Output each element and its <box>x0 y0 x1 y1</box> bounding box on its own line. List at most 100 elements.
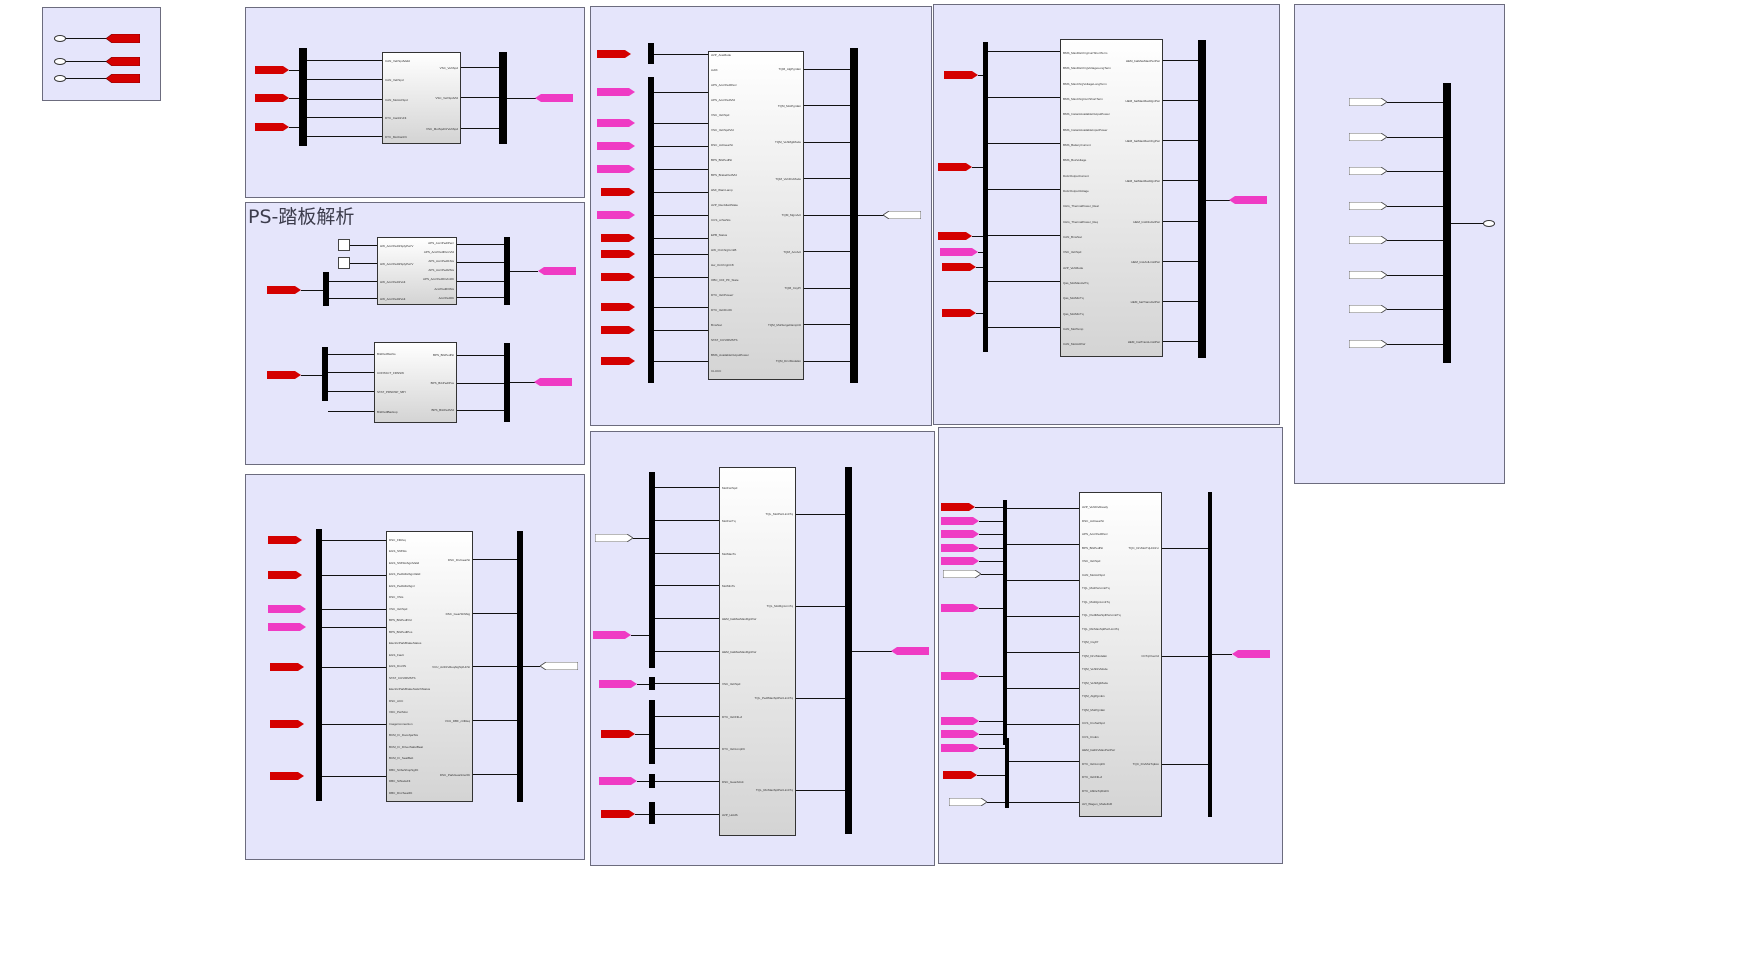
from-tag[interactable] <box>255 123 289 131</box>
bus-selector[interactable] <box>299 48 307 146</box>
from-tag[interactable] <box>941 503 975 511</box>
from-tag[interactable] <box>601 730 635 738</box>
from-tag[interactable] <box>938 163 972 171</box>
bus-selector[interactable] <box>316 529 322 801</box>
from-tag[interactable] <box>268 571 302 579</box>
bus-creator[interactable] <box>1208 492 1212 817</box>
from-tag[interactable] <box>943 570 981 578</box>
subsystem-block-dsc[interactable]: DSC_FltRsq EGS_ShftSts EGS_ShftStsSgnlVa… <box>386 531 473 802</box>
from-tag[interactable] <box>601 810 635 818</box>
subsystem-block-vsc[interactable]: CAN_VehSpdValid CAN_VehSpd CAN_MotActSpd… <box>382 52 461 144</box>
goto-tag[interactable] <box>106 74 140 83</box>
from-tag[interactable] <box>601 357 635 365</box>
from-tag[interactable] <box>941 544 979 552</box>
from-tag[interactable] <box>601 188 635 196</box>
from-tag[interactable] <box>941 744 979 752</box>
in-port-oval[interactable] <box>54 75 66 82</box>
from-tag[interactable] <box>941 730 979 738</box>
from-tag[interactable] <box>601 250 635 258</box>
constant-block[interactable] <box>338 239 350 251</box>
from-tag[interactable] <box>1349 98 1387 106</box>
bus-creator[interactable] <box>850 48 858 383</box>
from-tag[interactable] <box>944 71 978 79</box>
out-port-oval[interactable] <box>1483 220 1495 227</box>
from-tag[interactable] <box>593 631 631 639</box>
from-tag[interactable] <box>949 798 987 806</box>
from-tag[interactable] <box>938 232 972 240</box>
subsystem-block-aps[interactable]: HW_AccrPedl1SplyPwrV HW_AccrPedl2SplyPwr… <box>377 237 457 305</box>
bus-selector[interactable] <box>323 272 329 306</box>
from-tag[interactable] <box>1349 167 1387 175</box>
from-tag[interactable] <box>597 50 631 58</box>
from-tag[interactable] <box>940 248 978 256</box>
bus-selector[interactable] <box>649 472 655 668</box>
constant-block[interactable] <box>338 257 350 269</box>
bus-selector[interactable] <box>983 42 988 352</box>
from-tag[interactable] <box>268 536 302 544</box>
subsystem-block-tqm[interactable]: AVP_AvaMode AvRt APS_AccrPedlPerc APS_Ac… <box>708 51 804 380</box>
goto-tag[interactable] <box>106 34 140 43</box>
bus-selector[interactable] <box>322 347 328 401</box>
bus-selector[interactable] <box>1005 738 1009 808</box>
from-tag[interactable] <box>941 557 979 565</box>
bus-selector[interactable] <box>649 700 655 764</box>
from-tag[interactable] <box>942 309 976 317</box>
bus-creator[interactable] <box>499 52 507 144</box>
bus-selector[interactable] <box>649 802 655 824</box>
bus-creator[interactable] <box>1443 83 1451 363</box>
bus-creator[interactable] <box>845 467 852 834</box>
subsystem-block-hem[interactable]: BMS_MaxDisChrgCurrShortTerm BMS_MaxDisCh… <box>1060 39 1163 357</box>
from-tag[interactable] <box>255 66 289 74</box>
goto-tag[interactable] <box>535 94 573 102</box>
bus-selector[interactable] <box>1003 500 1007 745</box>
goto-tag[interactable] <box>540 662 578 670</box>
from-tag[interactable] <box>267 286 301 294</box>
bus-creator[interactable] <box>517 531 523 802</box>
bus-creator[interactable] <box>504 237 510 305</box>
goto-tag[interactable] <box>1232 650 1270 658</box>
from-tag[interactable] <box>941 604 979 612</box>
from-tag[interactable] <box>255 94 289 102</box>
from-tag[interactable] <box>943 771 977 779</box>
from-tag[interactable] <box>597 119 635 127</box>
from-tag[interactable] <box>601 303 635 311</box>
from-tag[interactable] <box>941 717 979 725</box>
from-tag[interactable] <box>597 142 635 150</box>
from-tag[interactable] <box>1349 133 1387 141</box>
from-tag[interactable] <box>597 211 635 219</box>
goto-tag[interactable] <box>891 647 929 655</box>
from-tag[interactable] <box>1349 236 1387 244</box>
from-tag[interactable] <box>941 517 979 525</box>
subsystem-block-tqc[interactable]: AVP_VehDrvReady DSC_ActGearSt APS_AccrPe… <box>1079 492 1162 817</box>
from-tag[interactable] <box>601 273 635 281</box>
from-tag[interactable] <box>597 165 635 173</box>
bus-selector[interactable] <box>648 43 654 64</box>
from-tag[interactable] <box>601 234 635 242</box>
goto-tag[interactable] <box>106 57 140 66</box>
from-tag[interactable] <box>942 263 976 271</box>
subsystem-block-tql[interactable]: MotFwrSpd MotFwrTq MotMaxTu MotMinTu HEM… <box>719 467 796 836</box>
bus-selector[interactable] <box>648 77 654 383</box>
from-tag[interactable] <box>270 663 304 671</box>
in-port-oval[interactable] <box>54 58 66 65</box>
bus-creator[interactable] <box>1198 40 1206 358</box>
from-tag[interactable] <box>941 672 979 680</box>
from-tag[interactable] <box>270 772 304 780</box>
bus-selector[interactable] <box>649 677 655 690</box>
from-tag[interactable] <box>268 605 306 613</box>
from-tag[interactable] <box>601 326 635 334</box>
from-tag[interactable] <box>268 623 306 631</box>
bus-creator[interactable] <box>504 343 510 422</box>
from-tag[interactable] <box>267 371 301 379</box>
goto-tag[interactable] <box>538 267 576 275</box>
from-tag[interactable] <box>599 777 637 785</box>
bus-selector[interactable] <box>649 774 655 788</box>
from-tag[interactable] <box>1349 202 1387 210</box>
goto-tag[interactable] <box>1229 196 1267 204</box>
in-port-oval[interactable] <box>54 35 66 42</box>
from-tag[interactable] <box>1349 340 1387 348</box>
from-tag[interactable] <box>1349 271 1387 279</box>
from-tag[interactable] <box>941 530 979 538</box>
goto-tag[interactable] <box>534 378 572 386</box>
from-tag[interactable] <box>270 720 304 728</box>
